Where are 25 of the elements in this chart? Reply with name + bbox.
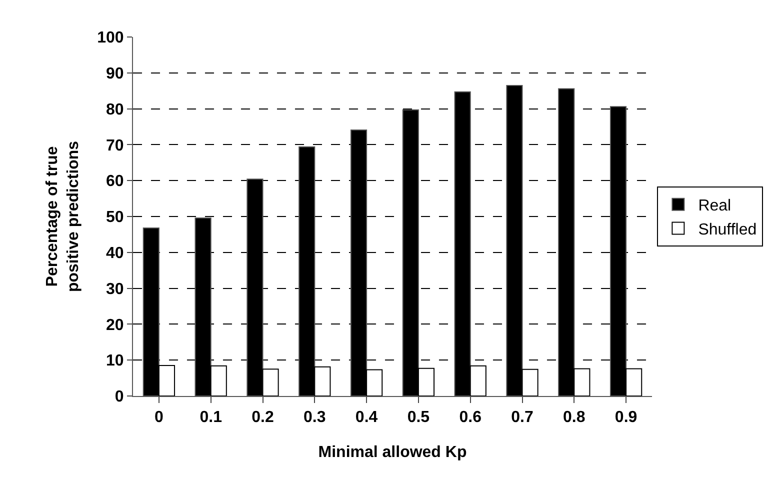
- legend-label: Shuffled: [698, 221, 757, 238]
- y-tick-label: 70: [106, 137, 124, 154]
- x-tick-label: 0.3: [304, 409, 326, 426]
- x-axis-title: Minimal allowed Kp: [318, 444, 467, 461]
- x-tick-label: 0.1: [200, 409, 222, 426]
- y-tick-label: 10: [106, 352, 124, 370]
- y-tick-label: 60: [106, 173, 124, 190]
- y-tick-label: 0: [114, 388, 124, 406]
- x-tick-label: 0.9: [614, 409, 638, 426]
- legend-label: Real: [698, 198, 732, 215]
- y-tick-label: 20: [106, 316, 124, 334]
- x-tick-label: 0.7: [511, 409, 534, 426]
- x-tick-label: 0.6: [459, 409, 482, 426]
- y-tick-label: 80: [106, 101, 124, 118]
- x-tick-label: 0: [154, 409, 164, 426]
- y-axis-title: Percentage of true positive predictions: [44, 140, 82, 292]
- x-tick-label: 0.4: [355, 409, 378, 426]
- y-tick-label: 90: [106, 66, 124, 82]
- y-tick-label: 30: [106, 280, 124, 298]
- x-tick-label: 0.5: [407, 409, 430, 426]
- y-tick-label: 50: [106, 209, 124, 226]
- y-tick-label: 100: [97, 30, 124, 47]
- x-tick-label: 0.8: [563, 409, 586, 426]
- y-tick-label: 40: [106, 245, 124, 262]
- x-tick-label: 0.2: [252, 409, 274, 426]
